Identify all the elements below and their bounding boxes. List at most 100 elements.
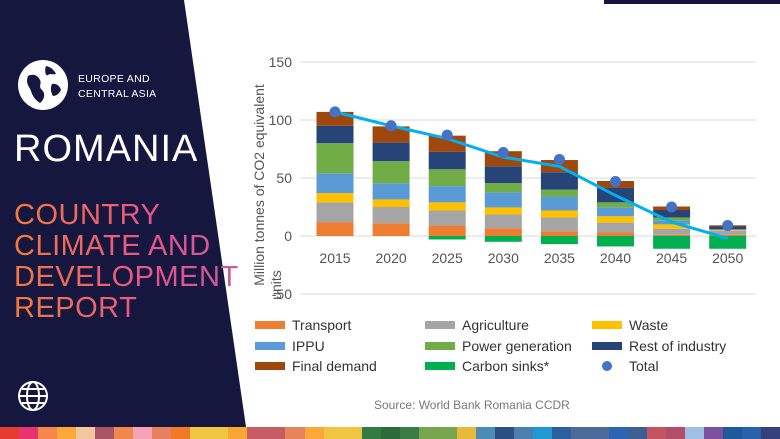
bar-segment [653, 210, 691, 218]
bar-segment [484, 166, 522, 184]
bar-segment [484, 214, 522, 229]
strip-segment [666, 427, 686, 439]
region-line-2: CENTRAL ASIA [78, 88, 157, 100]
strip-segment [761, 427, 780, 439]
strip-segment [723, 427, 743, 439]
bar-segment [597, 222, 634, 233]
strip-segment [494, 427, 514, 439]
bar-segment [372, 142, 410, 162]
region-label: EUROPE AND CENTRAL ASIA [78, 72, 156, 102]
bar-segment [428, 202, 466, 211]
bar-segment [372, 199, 410, 207]
top-accent-bar [604, 0, 780, 4]
bar-segment [540, 172, 578, 190]
region-line-1: EUROPE AND [78, 73, 150, 85]
source-note: Source: World Bank Romania CCDR [374, 398, 570, 412]
bar-segment [428, 169, 466, 187]
legend-label: Agriculture [462, 317, 529, 333]
legend-swatch [425, 321, 455, 329]
legend-label: Final demand [292, 358, 377, 374]
bar-segment [653, 236, 691, 249]
legend-swatch [592, 321, 622, 329]
strip-segment [209, 427, 229, 439]
legend-item: Final demand [255, 358, 377, 374]
bar-segment [372, 183, 410, 200]
strip-segment [247, 427, 267, 439]
bar-segment [597, 207, 634, 217]
total-point [666, 201, 678, 213]
strip-segment [589, 427, 609, 439]
bar-segment [428, 135, 466, 152]
strip-segment [0, 427, 20, 439]
bar-segment [653, 234, 691, 236]
bar-segment [709, 234, 747, 236]
legend-item: Rest of industry [592, 338, 726, 354]
total-point [722, 220, 734, 232]
x-tick-label: 2040 [600, 250, 631, 266]
legend-item: Agriculture [425, 317, 529, 333]
strip-segment [380, 427, 400, 439]
strip-segment [114, 427, 134, 439]
strip-segment [323, 427, 343, 439]
strip-segment [513, 427, 533, 439]
bar-segment [653, 228, 691, 235]
bar-segment [428, 186, 466, 203]
strip-segment [628, 427, 648, 439]
strip-segment [742, 427, 762, 439]
legend-label: Power generation [462, 338, 572, 354]
x-tick-label: 2020 [376, 250, 407, 266]
strip-segment [152, 427, 172, 439]
legend-label: IPPU [292, 338, 325, 354]
strip-segment [361, 427, 381, 439]
bar-segment [316, 202, 354, 223]
bar-segment [316, 143, 354, 174]
y-tick-label: 0 [284, 228, 292, 244]
total-point [553, 153, 565, 165]
bar-segment [428, 210, 466, 226]
bar-segment [316, 193, 354, 203]
x-tick-label: 2030 [488, 250, 519, 266]
legend-label: Carbon sinks* [462, 358, 550, 374]
bar-segment [372, 126, 410, 143]
world-bank-logo-icon [18, 381, 48, 411]
strip-segment [685, 427, 705, 439]
strip-segment [475, 427, 495, 439]
legend-item: Total [592, 358, 659, 374]
strip-segment [304, 427, 324, 439]
strip-segment [190, 427, 210, 439]
y-tick-label: 100 [269, 112, 293, 128]
strip-segment [228, 427, 248, 439]
strip-segment [609, 427, 629, 439]
bar-segment [540, 217, 578, 232]
strip-segment [570, 427, 590, 439]
legend-swatch [425, 362, 455, 370]
total-point [497, 146, 509, 158]
bar-segment [653, 224, 691, 229]
bar-segment [316, 222, 354, 236]
legend-label: Rest of industry [629, 338, 727, 354]
strip-segment [285, 427, 305, 439]
strip-segment [532, 427, 552, 439]
legend-dot-icon [602, 361, 612, 371]
strip-segment [704, 427, 724, 439]
legend-label: Transport [292, 317, 352, 333]
legend-swatch [592, 342, 622, 350]
legend-swatch [425, 342, 455, 350]
bar-segment [540, 236, 578, 245]
bar-segment [540, 189, 578, 197]
x-tick-label: 2050 [712, 250, 743, 266]
bar-segment [540, 231, 578, 236]
strip-segment [647, 427, 667, 439]
total-point [441, 129, 453, 141]
x-tick-label: 2045 [656, 250, 687, 266]
legend-item: Power generation [425, 338, 572, 354]
strip-segment [57, 427, 77, 439]
bar-segment [428, 225, 466, 236]
total-point [610, 175, 621, 187]
bar-segment [316, 173, 354, 194]
y-tick-label: -50 [272, 286, 292, 302]
strip-segment [133, 427, 153, 439]
bar-segment [372, 207, 410, 224]
bar-segment [597, 232, 634, 236]
